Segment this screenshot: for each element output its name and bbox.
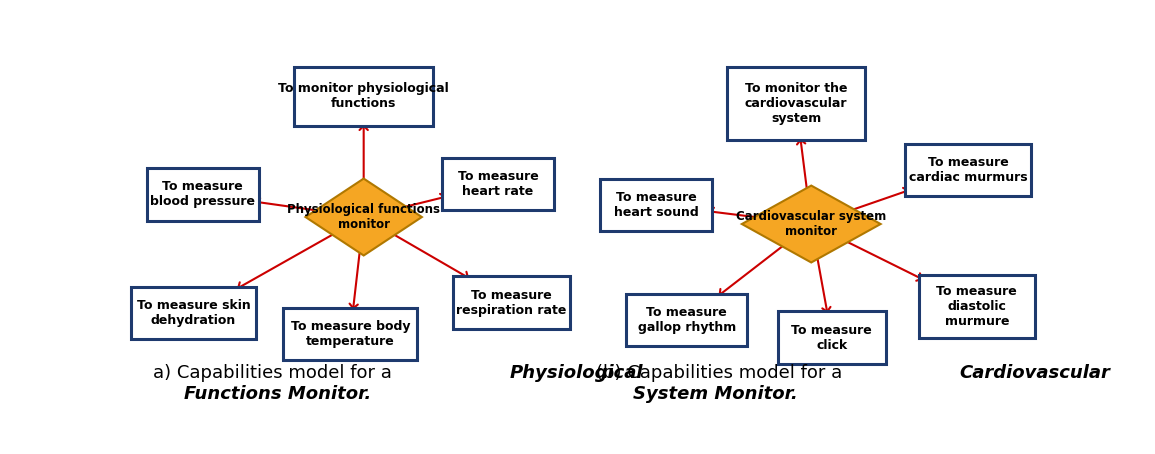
Text: To measure
heart rate: To measure heart rate <box>457 170 538 198</box>
Polygon shape <box>305 178 422 256</box>
Text: To measure skin
dehydration: To measure skin dehydration <box>136 299 251 327</box>
FancyBboxPatch shape <box>131 287 256 340</box>
FancyBboxPatch shape <box>453 276 569 329</box>
Text: System Monitor.: System Monitor. <box>633 385 798 403</box>
FancyBboxPatch shape <box>295 67 433 126</box>
Text: To measure
diastolic
murmure: To measure diastolic murmure <box>937 285 1018 328</box>
FancyBboxPatch shape <box>918 275 1035 338</box>
FancyBboxPatch shape <box>601 178 713 231</box>
Text: (b) Capabilities model for a: (b) Capabilities model for a <box>596 364 849 382</box>
Text: Cardiovascular system
monitor: Cardiovascular system monitor <box>736 210 886 238</box>
Text: To measure
cardiac murmurs: To measure cardiac murmurs <box>909 156 1027 184</box>
Text: Physiological functions
monitor: Physiological functions monitor <box>288 203 440 231</box>
FancyBboxPatch shape <box>283 308 417 360</box>
FancyBboxPatch shape <box>778 311 886 364</box>
Text: To measure body
temperature: To measure body temperature <box>291 320 410 348</box>
FancyBboxPatch shape <box>442 158 554 210</box>
Polygon shape <box>742 186 880 262</box>
Text: To measure
click: To measure click <box>791 324 872 352</box>
FancyBboxPatch shape <box>147 168 259 221</box>
Text: To measure
gallop rhythm: To measure gallop rhythm <box>638 306 736 334</box>
Text: To measure
blood pressure: To measure blood pressure <box>150 180 255 208</box>
Text: To measure
heart sound: To measure heart sound <box>614 191 699 219</box>
Text: To monitor physiological
functions: To monitor physiological functions <box>278 83 449 110</box>
FancyBboxPatch shape <box>906 143 1030 196</box>
Text: To measure
respiration rate: To measure respiration rate <box>456 289 567 317</box>
Text: Functions Monitor.: Functions Monitor. <box>184 385 371 403</box>
Text: a) Capabilities model for a: a) Capabilities model for a <box>154 364 398 382</box>
Text: Cardiovascular: Cardiovascular <box>959 364 1110 382</box>
FancyBboxPatch shape <box>626 294 747 346</box>
FancyBboxPatch shape <box>726 67 865 140</box>
Text: Physiological: Physiological <box>509 364 643 382</box>
Text: To monitor the
cardiovascular
system: To monitor the cardiovascular system <box>745 82 848 125</box>
